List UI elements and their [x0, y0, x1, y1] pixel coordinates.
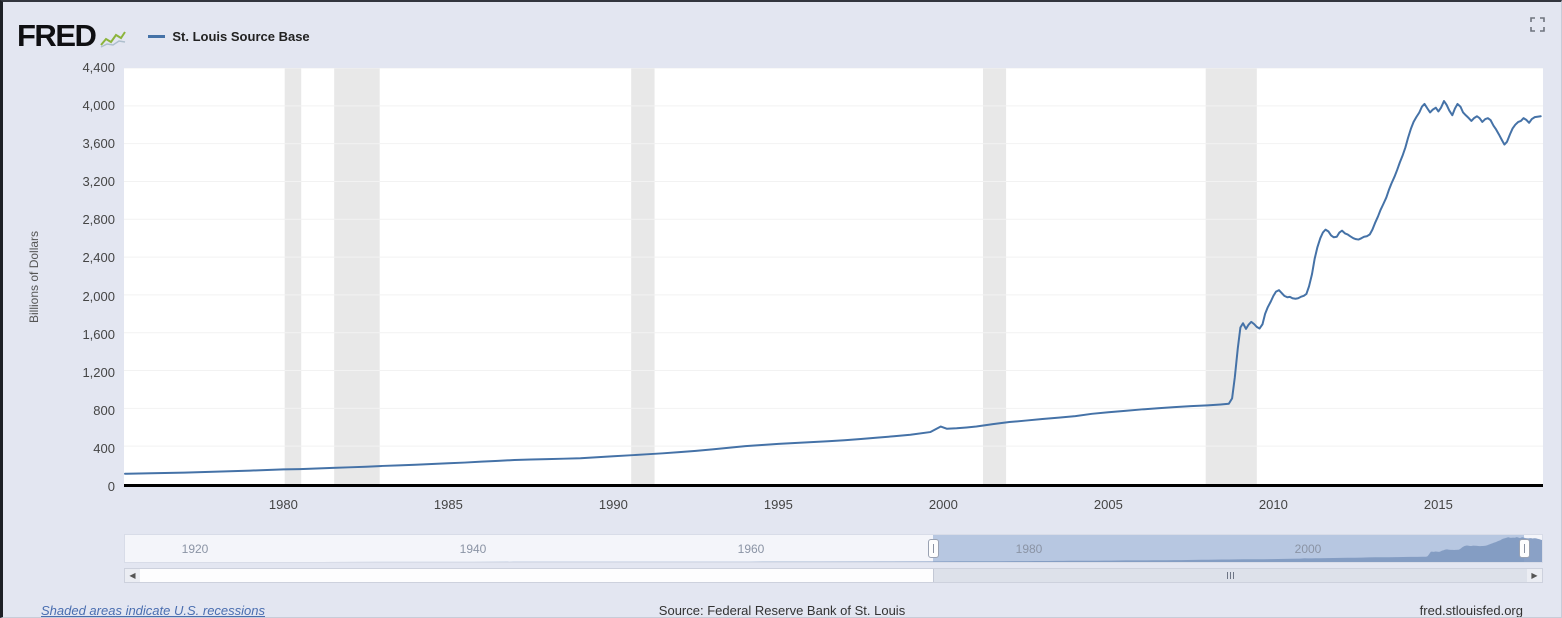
- recession-band: [284, 68, 302, 484]
- header: FRED St. Louis Source Base: [3, 2, 1561, 60]
- x-tick-label: 1985: [433, 497, 463, 512]
- y-tick-label: 3,200: [82, 174, 115, 190]
- scrollbar-grip-icon: [1227, 572, 1234, 579]
- handle-grip-line: [1524, 544, 1525, 553]
- slider-tick-label: 1960: [737, 542, 765, 556]
- legend-line-swatch: [148, 34, 166, 38]
- plot-area[interactable]: [124, 68, 1543, 487]
- slider-tick-label: 1940: [459, 542, 487, 556]
- recession-note-link[interactable]: Shaded areas indicate U.S. recessions: [41, 603, 266, 618]
- recession-band: [1205, 68, 1257, 484]
- slider-handle-left[interactable]: [928, 539, 939, 558]
- x-tick-label: 2000: [928, 497, 958, 512]
- data-line: [124, 100, 1542, 475]
- fullscreen-icon[interactable]: [1530, 17, 1545, 32]
- x-tick-label: 2015: [1423, 497, 1453, 512]
- range-slider[interactable]: 1920 1940 1960 1980 2000: [124, 534, 1543, 563]
- y-tick-label: 2,000: [82, 288, 115, 304]
- scrollbar-track[interactable]: [140, 569, 1527, 582]
- slider-tick-label: 2000: [1294, 542, 1322, 556]
- recession-band: [631, 68, 655, 484]
- x-tick-label: 1990: [598, 497, 628, 512]
- x-tick-label: 2005: [1093, 497, 1123, 512]
- slider-tick-label: 1920: [181, 542, 209, 556]
- y-axis-title: Billions of Dollars: [27, 230, 41, 324]
- y-tick-label: 0: [107, 479, 115, 494]
- source-text[interactable]: Source: Federal Reserve Bank of St. Loui…: [658, 603, 906, 618]
- scrollbar-thumb[interactable]: [933, 569, 1527, 582]
- y-tick-label: 1,600: [82, 326, 115, 342]
- x-tick-label: 1995: [763, 497, 793, 512]
- y-tick-label: 2,400: [82, 250, 115, 266]
- scroll-right-arrow-icon: ▶: [1531, 570, 1538, 580]
- y-tick-label: 4,400: [82, 60, 115, 75]
- fred-logo-sparkline-icon: [100, 31, 127, 48]
- fred-site-link[interactable]: fred.stlouisfed.org: [1419, 603, 1523, 618]
- plot-svg: [124, 68, 1543, 484]
- y-tick-label: 1,200: [82, 364, 115, 380]
- y-tick-label: 4,000: [82, 98, 115, 114]
- slider-tick-label: 1980: [1015, 542, 1043, 556]
- legend-label: St. Louis Source Base: [172, 28, 310, 44]
- x-tick-label: 2010: [1258, 497, 1288, 512]
- y-tick-label: 2,800: [82, 212, 115, 228]
- x-tick-label: 1980: [268, 497, 298, 512]
- scroll-left-button[interactable]: ◀: [125, 569, 140, 582]
- recession-band: [983, 68, 1007, 484]
- scroll-left-arrow-icon: ◀: [129, 570, 136, 580]
- scroll-right-button[interactable]: ▶: [1527, 569, 1542, 582]
- y-tick-label: 400: [93, 440, 115, 456]
- y-tick-label: 800: [93, 402, 115, 418]
- scrollbar[interactable]: ◀ ▶: [124, 568, 1543, 583]
- fred-logo: FRED: [17, 17, 97, 53]
- y-tick-label: 3,600: [82, 136, 115, 152]
- legend: St. Louis Source Base: [148, 28, 310, 44]
- slider-handle-right[interactable]: [1519, 539, 1530, 558]
- recession-band: [334, 68, 380, 484]
- handle-grip-line: [933, 544, 934, 553]
